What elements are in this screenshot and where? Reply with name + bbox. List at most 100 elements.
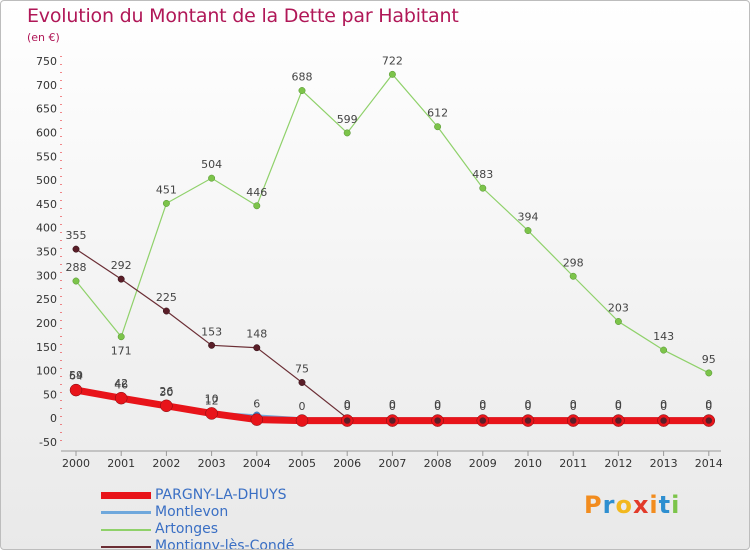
legend-item: Montigny-lès-Condé [101,538,295,550]
legend-swatch [101,528,151,531]
data-point [434,417,441,424]
data-label: 394 [518,211,539,224]
data-label: 599 [337,113,358,126]
data-point [162,307,170,315]
y-tick-label: 200 [36,317,57,330]
data-label: 203 [608,302,629,315]
x-tick-label: 2004 [243,457,271,470]
data-label: 0 [615,398,622,411]
data-point [705,369,713,377]
y-tick-label: 550 [36,150,57,163]
legend-swatch [101,545,151,548]
y-tick-label: -50 [39,436,57,449]
data-label: 722 [382,54,403,67]
logo-letter: t [658,491,672,519]
data-point [205,407,218,420]
data-label: 42 [114,377,128,390]
data-point [343,129,351,137]
data-label: 12 [205,394,219,407]
data-label: 504 [201,158,222,171]
logo-letter: r [602,491,616,519]
legend-label: PARGNY-LA-DHUYS [155,487,287,503]
logo-letter: P [584,491,603,519]
x-tick-label: 2008 [424,457,452,470]
data-label: 10 [205,392,219,405]
data-label: 0 [299,400,306,413]
y-tick-label: 50 [43,388,57,401]
y-tick-label: 0 [50,412,57,425]
data-label: 0 [479,398,486,411]
data-label: 59 [69,369,83,382]
data-label: 0 [434,398,441,411]
chart-subtitle: (en €) [27,31,60,44]
data-point [388,70,396,78]
data-point [660,346,668,354]
x-tick-label: 2009 [469,457,497,470]
proxiti-logo: Proxiti [584,491,680,519]
legend-item: Montlevon [101,504,294,521]
data-label: 451 [156,183,177,196]
y-tick-label: 250 [36,293,57,306]
x-tick-label: 2011 [559,457,587,470]
data-label: 75 [295,362,309,375]
legend-swatch [101,492,151,499]
data-point [344,417,351,424]
x-tick-label: 2007 [378,457,406,470]
data-point [570,417,577,424]
data-label: 612 [427,107,448,120]
data-point [117,333,125,341]
y-tick-label: 100 [36,365,57,378]
data-label: 0 [344,398,351,411]
y-tick-label: 650 [36,103,57,116]
data-label: 0 [525,398,532,411]
data-point [298,379,306,386]
data-label: 0 [570,398,577,411]
data-label: 0 [434,400,441,413]
x-tick-label: 2014 [695,457,723,470]
data-label: 298 [563,256,584,269]
data-label: 148 [246,328,267,341]
x-tick-label: 2013 [650,457,678,470]
data-label: 95 [702,353,716,366]
data-label: 46 [114,378,128,391]
data-label: 292 [111,259,132,272]
data-point [72,277,80,285]
series-artonges [72,70,713,377]
logo-letter: i [649,491,659,519]
data-label: 0 [389,398,396,411]
series-line [75,73,710,374]
legend-label: Montigny-lès-Condé [155,538,295,550]
logo-letter: o [615,491,633,519]
legend-item: PARGNY-LA-DHUYS [101,487,294,504]
data-label: 26 [159,385,173,398]
y-tick-label: 400 [36,222,57,235]
data-point [479,417,486,424]
data-label: 64 [69,370,83,383]
data-point [295,414,309,427]
y-tick-label: 600 [36,126,57,139]
data-point [615,417,622,424]
data-point [298,87,306,94]
data-point [614,318,622,325]
data-point [660,417,667,424]
x-tick-label: 2005 [288,457,316,470]
data-point [524,417,532,424]
y-tick-label: 150 [36,341,57,354]
data-label: 355 [66,229,87,242]
series-layer [69,70,716,427]
legend-label: Artonges [155,521,219,537]
data-labels: 2881714515044466885997226124833942982031… [66,54,716,413]
data-label: 688 [292,71,313,84]
data-point [69,383,83,397]
data-point [160,399,173,413]
x-tick-label: 2003 [198,457,226,470]
x-tick-label: 2001 [107,457,135,470]
data-label: 0 [705,400,712,413]
legend-label: Montlevon [155,504,229,520]
x-tick-label: 2012 [604,457,632,470]
x-tick-label: 2000 [62,457,90,470]
chart-title: Evolution du Montant de la Dette par Hab… [27,5,459,27]
data-label: 0 [479,400,486,413]
data-point [569,272,577,280]
